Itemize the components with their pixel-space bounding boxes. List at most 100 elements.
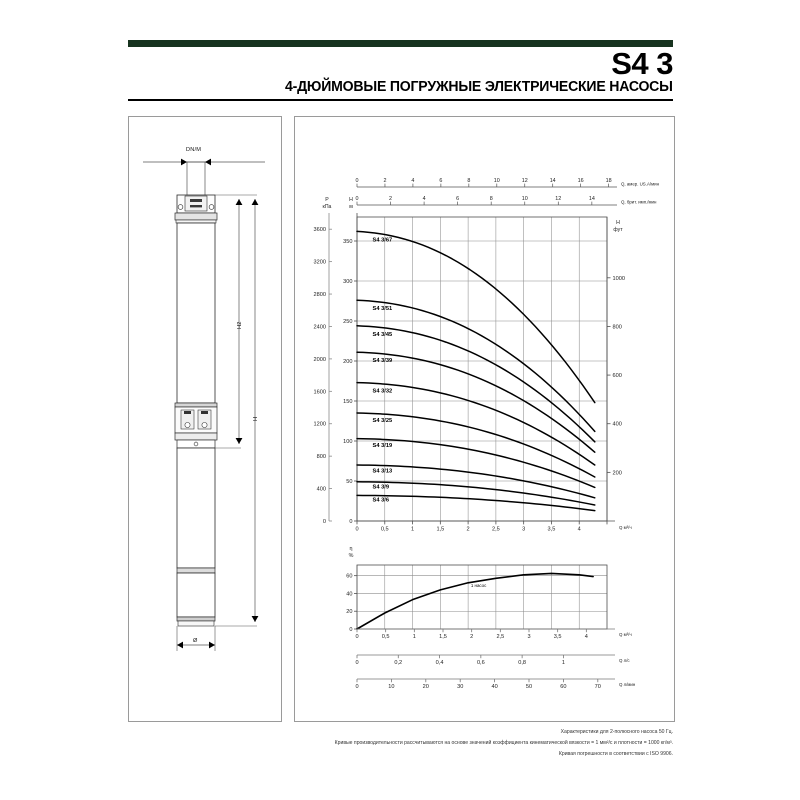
axis-tick-label-lmin: 70 [595, 684, 601, 690]
dim-arrow-h2-top [235, 199, 243, 205]
axis-tick-label-metres: 300 [343, 279, 352, 285]
axis-tick-label-us-gpm: 14 [550, 178, 556, 184]
axis-tick-label-lmin: 30 [457, 684, 463, 690]
axis-tick-label-kpa: 3600 [314, 227, 326, 233]
axis-tick-label-lmin: 40 [491, 684, 497, 690]
axis-tick-label-us-gpm: 16 [578, 178, 584, 184]
axis-tick-label-us-gpm: 10 [494, 178, 500, 184]
pump-drawing-panel: DN/M H2 H Ø [128, 116, 282, 722]
axis-tick-label-lmin: 50 [526, 684, 532, 690]
axis-tick-label-efficiency: 0 [349, 627, 352, 633]
axis-tick-label-feet: 600 [613, 373, 622, 379]
axis-tick-label-kpa: 2800 [314, 292, 326, 298]
axis-unit-lmin: Q л/мин [619, 682, 636, 687]
axis-unit-percent: % [349, 553, 354, 559]
axis-tick-label-imp-gpm: 0 [356, 196, 359, 202]
axis-tick-label-kpa: 0 [323, 519, 326, 525]
axis-tick-label-m3h-main: 3 [522, 527, 525, 533]
axis-tick-label-us-gpm: 18 [606, 178, 612, 184]
axis-tick-label-m3h-main: 3,5 [548, 527, 556, 533]
performance-charts-panel: 0 2 4 6 8 10 12 14 16 18 Q, амер. US.A/мин 0 2 4 6 8 10 1… [294, 116, 675, 722]
dim-label-dnm: DN/M [186, 147, 202, 153]
axis-unit-ls: Q л/с [619, 658, 630, 663]
axis-tick-label-m3h: 3,5 [554, 634, 562, 640]
axis-tick-label-m3h-main: 2,5 [492, 527, 500, 533]
axis-unit-us-gpm: Q, амер. US.A/мин [621, 182, 660, 187]
axis-tick-label-kpa: 3200 [314, 260, 326, 266]
axis-tick-label-us-gpm: 2 [383, 178, 386, 184]
axis-tick-label-us-gpm: 8 [467, 178, 470, 184]
dim-label-diameter: Ø [193, 638, 198, 644]
axis-tick-label-efficiency: 60 [346, 574, 352, 580]
axis-tick-label-ls: 0,4 [436, 660, 444, 666]
axis-tick-label-metres: 150 [343, 399, 352, 405]
axis-tick-label-feet: 800 [613, 324, 622, 330]
axis-tick-label-efficiency: 20 [346, 609, 352, 615]
plot-border [356, 216, 608, 522]
header-accent-bar [128, 40, 673, 47]
axis-tick-label-m3h: 1 [413, 634, 416, 640]
axis-tick-label-metres: 350 [343, 239, 352, 245]
axis-tick-label-imp-gpm: 6 [456, 196, 459, 202]
curve-label: S4 3/19 [373, 443, 393, 449]
performance-curve [356, 437, 596, 489]
axis-tick-label-m3h-main: 1 [411, 527, 414, 533]
performance-curve [356, 464, 596, 499]
curve-label: S4 3/9 [373, 485, 389, 491]
axis-tick-label-us-gpm: 6 [439, 178, 442, 184]
performance-curve [356, 412, 596, 478]
axis-tick-label-kpa: 1200 [314, 422, 326, 428]
performance-curve [356, 381, 596, 466]
axis-tick-label-m3h: 4 [585, 634, 588, 640]
dim-arrow-dnm-left [181, 158, 187, 166]
axis-tick-label-feet: 1000 [613, 276, 625, 282]
axis-tick-label-imp-gpm: 10 [522, 196, 528, 202]
axis-tick-label-imp-gpm: 2 [389, 196, 392, 202]
axis-tick-label-m3h: 1,5 [439, 634, 447, 640]
performance-curve [356, 481, 596, 506]
axis-unit-metres: м [349, 204, 353, 210]
curve-label: S4 3/39 [373, 358, 393, 364]
axis-unit-m3h: Q м³/ч [619, 632, 632, 637]
dim-arrow-dia-left [177, 641, 183, 649]
footnote-line-1: Характеристики для 2-полюсного насоса 50… [560, 729, 673, 735]
performance-curve [356, 230, 596, 404]
axis-unit-m3h-main: Q м³/ч [619, 525, 632, 530]
curve-label: S4 3/51 [373, 306, 393, 312]
axis-unit-kpa: кПа [323, 204, 332, 210]
page-title: S4 3 [611, 46, 673, 81]
axis-tick-label-m3h: 2,5 [496, 634, 504, 640]
performance-curve [356, 325, 596, 443]
dim-arrow-h2-bottom [235, 438, 243, 444]
axis-unit-imp-gpm: Q, брит. имп./мин [621, 200, 657, 205]
axis-tick-label-ls: 1 [562, 660, 565, 666]
axis-tick-label-kpa: 2000 [314, 357, 326, 363]
dim-arrow-dia-right [209, 641, 215, 649]
dim-arrow-dnm-right [205, 158, 211, 166]
axis-tick-label-feet: 200 [613, 470, 622, 476]
curve-label: S4 3/25 [373, 418, 393, 424]
axis-label-head-m: H [349, 197, 353, 203]
axis-label-head-ft: H [616, 220, 620, 226]
axis-tick-label-metres: 0 [349, 519, 352, 525]
axis-tick-label-kpa: 1600 [314, 389, 326, 395]
curve-label: S4 3/45 [373, 332, 393, 338]
axis-tick-label-m3h-main: 2 [467, 527, 470, 533]
axis-tick-label-m3h-main: 0,5 [381, 527, 389, 533]
axis-tick-label-imp-gpm: 12 [555, 196, 561, 202]
axis-unit-feet: фут [613, 227, 623, 233]
curve-label: S4 3/6 [373, 497, 389, 503]
curve-label: S4 3/67 [373, 237, 393, 243]
axis-tick-label-m3h-main: 4 [578, 527, 581, 533]
axis-tick-label-kpa: 400 [317, 487, 326, 493]
axis-tick-label-kpa: 800 [317, 454, 326, 460]
axis-tick-label-metres: 250 [343, 319, 352, 325]
axis-tick-label-kpa: 2400 [314, 324, 326, 330]
axis-tick-label-m3h: 0 [355, 634, 358, 640]
axis-tick-label-us-gpm: 0 [356, 178, 359, 184]
axis-tick-label-lmin: 0 [355, 684, 358, 690]
axis-tick-label-feet: 400 [613, 422, 622, 428]
axis-tick-label-m3h: 3 [527, 634, 530, 640]
